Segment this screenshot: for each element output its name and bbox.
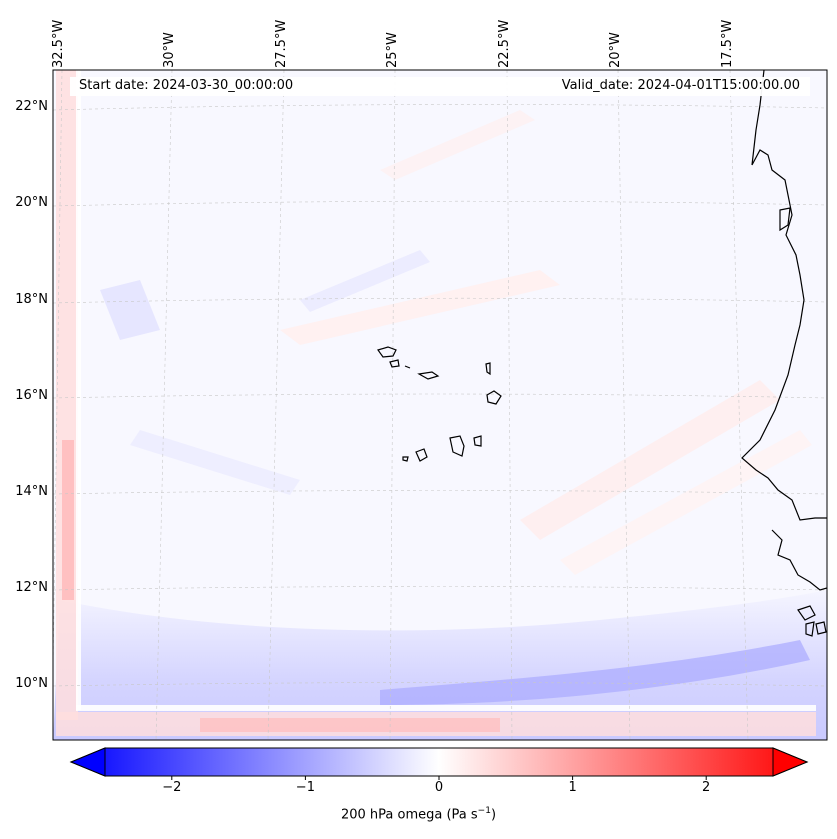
colorbar-tick-label: 0 xyxy=(434,780,444,795)
lat-label-16n: 16°N xyxy=(15,388,48,403)
lon-label-25w: 25°W xyxy=(385,32,400,68)
lon-label-30w: 30°W xyxy=(162,32,177,68)
lat-label-22n: 22°N xyxy=(15,99,48,114)
lon-label-17-5w: 17.5°W xyxy=(720,19,735,68)
start-date-label: Start date: 2024-03-30_00:00:00 xyxy=(79,78,294,93)
colorbar-max-extend xyxy=(772,747,809,777)
lat-label-20n: 20°N xyxy=(15,195,48,210)
graticule xyxy=(53,70,827,740)
colorbar-tick-label: −1 xyxy=(295,780,315,795)
colorbar-tick-label: −2 xyxy=(162,780,182,795)
lon-label-22-5w: 22.5°W xyxy=(497,19,512,68)
lat-label-12n: 12°N xyxy=(15,580,48,595)
colorbar xyxy=(69,747,809,780)
cape-verde-islands xyxy=(377,346,502,462)
lon-label-27-5w: 27.5°W xyxy=(274,19,289,68)
colorbar-tick-label: 2 xyxy=(702,780,711,795)
omega-field xyxy=(53,70,827,740)
colorbar-tick-label: 1 xyxy=(568,780,577,795)
map-frame xyxy=(52,69,828,741)
lat-label-10n: 10°N xyxy=(15,676,48,691)
lat-label-18n: 18°N xyxy=(15,292,48,307)
colorbar-min-extend xyxy=(69,747,106,777)
lon-label-20w: 20°W xyxy=(608,32,623,68)
africa-coastline xyxy=(741,70,827,637)
valid-date-label: Valid_date: 2024-04-01T15:00:00.00 xyxy=(561,78,800,93)
lat-label-14n: 14°N xyxy=(15,484,48,499)
colorbar-label: 200 hPa omega (Pa s−1) xyxy=(340,806,497,823)
colorbar-bar xyxy=(69,747,809,777)
lon-label-32-5w: 32.5°W xyxy=(51,19,66,68)
header-background xyxy=(70,77,810,96)
